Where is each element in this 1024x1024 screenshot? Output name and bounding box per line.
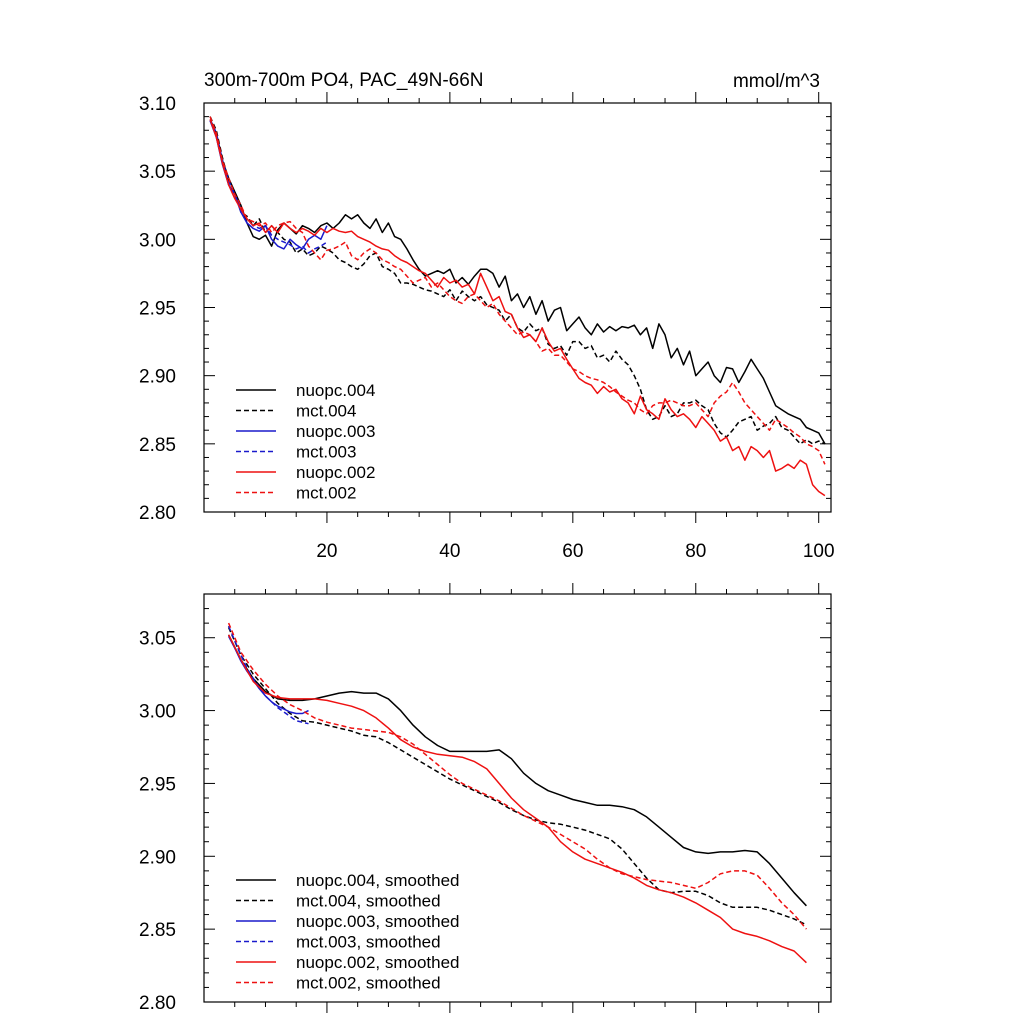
series-line-nuopc-002-smoothed: [227, 634, 807, 964]
lower-panel: 2.80 2.85 2.90 2.95 3.00 3.05 nuopc.004, smoot…: [139, 583, 832, 1014]
y-tick-label: 2.95: [139, 774, 176, 795]
series-line-mct-004-smoothed: [227, 627, 807, 926]
legend-label: nuopc.004, smoothed: [296, 871, 460, 890]
x-tick-label: 40: [439, 541, 460, 562]
legend-label: nuopc.003, smoothed: [296, 912, 460, 931]
legend-label: nuopc.002, smoothed: [296, 953, 460, 972]
x-tick-label: 100: [803, 541, 835, 562]
series-line-nuopc-002: [209, 119, 826, 497]
y-tick-label: 2.85: [139, 435, 176, 456]
y-tick-label: 2.80: [139, 993, 176, 1014]
x-tick-label: 60: [562, 541, 583, 562]
upper-panel: 2.80 2.85 2.90 2.95 3.00 3.05 3.10 20 40 60 80 100 n…: [139, 92, 835, 562]
chart-title: 300m-700m PO4, PAC_49N-66N: [204, 70, 484, 91]
series-line-mct-003-smoothed: [227, 625, 309, 725]
y-tick-label: 2.80: [139, 503, 176, 524]
series-line-nuopc-004: [209, 119, 826, 445]
x-tick-label: 80: [685, 541, 706, 562]
y-tick-label: 2.95: [139, 299, 176, 320]
y-tick-label: 3.00: [139, 230, 176, 251]
series-line-nuopc-003-smoothed: [227, 635, 309, 715]
legend-label: nuopc.004: [296, 381, 375, 400]
legend-label: mct.002: [296, 484, 356, 503]
legend-label: nuopc.003: [296, 422, 375, 441]
y-tick-label: 3.05: [139, 162, 176, 183]
legend-label: mct.004, smoothed: [296, 892, 441, 911]
y-tick-label: 3.00: [139, 702, 176, 723]
series-line-mct-002-smoothed: [227, 622, 807, 930]
y-tick-label: 3.05: [139, 629, 176, 650]
x-tick-label: 20: [316, 541, 337, 562]
legend-label: mct.003: [296, 443, 356, 462]
y-tick-label: 3.10: [139, 94, 176, 115]
series-line-nuopc-004-smoothed: [227, 634, 807, 907]
legend-label: mct.002, smoothed: [296, 974, 441, 993]
units-label: mmol/m^3: [733, 71, 820, 92]
legend-label: mct.004: [296, 402, 356, 421]
series-line-mct-003: [209, 119, 328, 254]
series-line-mct-002: [209, 116, 826, 465]
y-tick-label: 2.90: [139, 847, 176, 868]
series-line-mct-004: [209, 116, 826, 445]
legend-label: nuopc.002: [296, 463, 375, 482]
y-tick-label: 2.90: [139, 367, 176, 388]
y-tick-label: 2.85: [139, 920, 176, 941]
legend-label: mct.003, smoothed: [296, 933, 441, 952]
